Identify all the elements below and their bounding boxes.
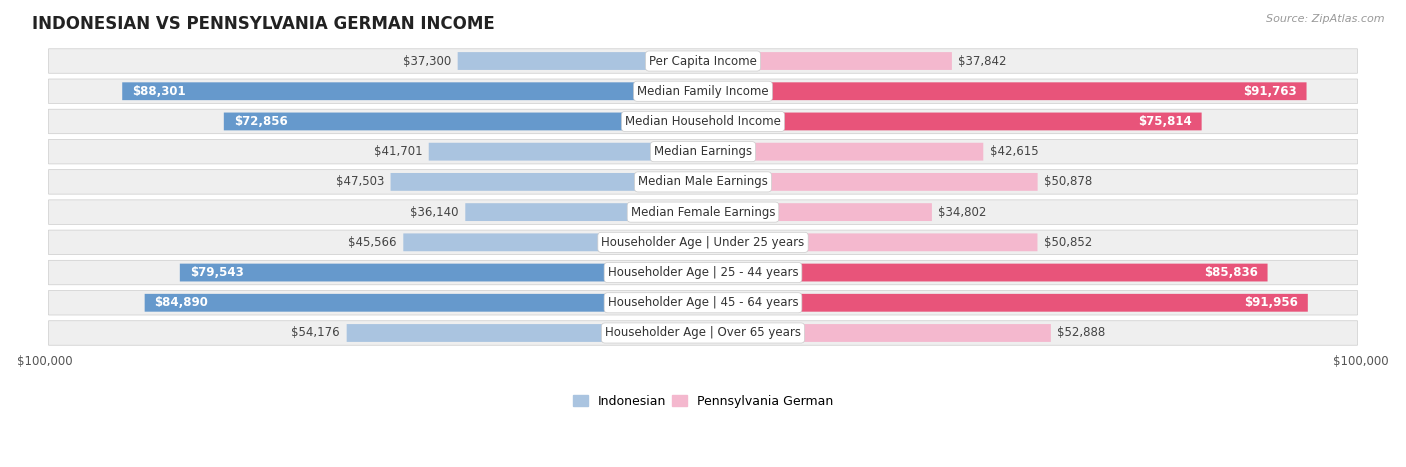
Text: Householder Age | Under 25 years: Householder Age | Under 25 years	[602, 236, 804, 249]
FancyBboxPatch shape	[49, 321, 1357, 345]
FancyBboxPatch shape	[703, 203, 932, 221]
FancyBboxPatch shape	[703, 234, 1038, 251]
Text: $45,566: $45,566	[349, 236, 396, 249]
Text: $84,890: $84,890	[155, 296, 208, 309]
FancyBboxPatch shape	[49, 200, 1357, 224]
Text: INDONESIAN VS PENNSYLVANIA GERMAN INCOME: INDONESIAN VS PENNSYLVANIA GERMAN INCOME	[32, 15, 495, 33]
Text: Householder Age | 25 - 44 years: Householder Age | 25 - 44 years	[607, 266, 799, 279]
Text: $47,503: $47,503	[336, 176, 384, 188]
FancyBboxPatch shape	[180, 264, 703, 282]
FancyBboxPatch shape	[465, 203, 703, 221]
Text: $37,842: $37,842	[959, 55, 1007, 68]
Text: $41,701: $41,701	[374, 145, 422, 158]
FancyBboxPatch shape	[49, 109, 1357, 134]
Text: Median Earnings: Median Earnings	[654, 145, 752, 158]
FancyBboxPatch shape	[391, 173, 703, 191]
FancyBboxPatch shape	[49, 260, 1357, 285]
FancyBboxPatch shape	[429, 143, 703, 161]
Legend: Indonesian, Pennsylvania German: Indonesian, Pennsylvania German	[568, 389, 838, 413]
Text: $36,140: $36,140	[411, 205, 458, 219]
FancyBboxPatch shape	[703, 173, 1038, 191]
Text: $75,814: $75,814	[1137, 115, 1192, 128]
Text: $50,878: $50,878	[1045, 176, 1092, 188]
Text: $50,852: $50,852	[1045, 236, 1092, 249]
Text: $72,856: $72,856	[233, 115, 287, 128]
Text: Median Family Income: Median Family Income	[637, 85, 769, 98]
Text: $37,300: $37,300	[404, 55, 451, 68]
FancyBboxPatch shape	[703, 294, 1308, 311]
Text: $88,301: $88,301	[132, 85, 186, 98]
FancyBboxPatch shape	[703, 82, 1306, 100]
FancyBboxPatch shape	[703, 324, 1050, 342]
FancyBboxPatch shape	[404, 234, 703, 251]
Text: Median Household Income: Median Household Income	[626, 115, 780, 128]
FancyBboxPatch shape	[347, 324, 703, 342]
Text: Householder Age | Over 65 years: Householder Age | Over 65 years	[605, 326, 801, 340]
Text: $34,802: $34,802	[938, 205, 987, 219]
FancyBboxPatch shape	[49, 140, 1357, 164]
Text: $91,763: $91,763	[1243, 85, 1296, 98]
FancyBboxPatch shape	[703, 143, 983, 161]
FancyBboxPatch shape	[49, 290, 1357, 315]
FancyBboxPatch shape	[703, 264, 1268, 282]
FancyBboxPatch shape	[703, 52, 952, 70]
Text: Median Female Earnings: Median Female Earnings	[631, 205, 775, 219]
FancyBboxPatch shape	[122, 82, 703, 100]
Text: $79,543: $79,543	[190, 266, 243, 279]
FancyBboxPatch shape	[49, 79, 1357, 104]
FancyBboxPatch shape	[145, 294, 703, 311]
FancyBboxPatch shape	[703, 113, 1202, 130]
Text: $54,176: $54,176	[291, 326, 340, 340]
FancyBboxPatch shape	[458, 52, 703, 70]
Text: $42,615: $42,615	[990, 145, 1039, 158]
Text: Per Capita Income: Per Capita Income	[650, 55, 756, 68]
Text: $52,888: $52,888	[1057, 326, 1105, 340]
Text: Householder Age | 45 - 64 years: Householder Age | 45 - 64 years	[607, 296, 799, 309]
FancyBboxPatch shape	[224, 113, 703, 130]
Text: $85,836: $85,836	[1204, 266, 1258, 279]
Text: $91,956: $91,956	[1244, 296, 1298, 309]
FancyBboxPatch shape	[49, 230, 1357, 255]
Text: Source: ZipAtlas.com: Source: ZipAtlas.com	[1267, 14, 1385, 24]
FancyBboxPatch shape	[49, 170, 1357, 194]
Text: Median Male Earnings: Median Male Earnings	[638, 176, 768, 188]
FancyBboxPatch shape	[49, 49, 1357, 73]
